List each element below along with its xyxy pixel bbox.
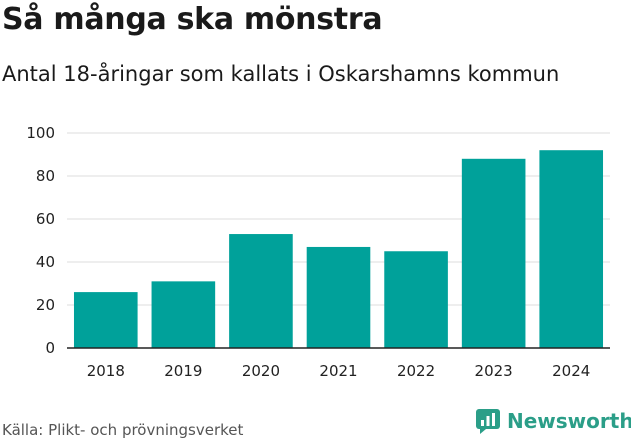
source-note: Källa: Plikt- och prövningsverket xyxy=(2,421,244,439)
y-tick-label: 20 xyxy=(36,296,55,314)
bar xyxy=(151,281,216,348)
y-tick-label: 100 xyxy=(26,124,55,142)
bars xyxy=(73,150,604,348)
bar xyxy=(73,292,138,348)
x-tick-label: 2018 xyxy=(87,362,125,380)
chart-title: Så många ska mönstra xyxy=(2,2,383,37)
x-axis-tick-labels: 2018 2019 2020 2021 2022 2023 2024 xyxy=(87,362,591,380)
x-tick-label: 2019 xyxy=(164,362,202,380)
bar xyxy=(384,251,448,348)
y-tick-label: 40 xyxy=(36,253,55,271)
bar xyxy=(539,150,604,348)
y-tick-label: 80 xyxy=(36,167,55,185)
bar xyxy=(229,234,293,348)
bar xyxy=(461,158,526,348)
x-tick-label: 2023 xyxy=(475,362,513,380)
x-tick-label: 2024 xyxy=(552,362,590,380)
y-axis-tick-labels: 0 20 40 60 80 100 xyxy=(26,124,55,357)
y-tick-label: 60 xyxy=(36,210,55,228)
bar-chart-icon xyxy=(476,409,500,434)
x-tick-label: 2022 xyxy=(397,362,435,380)
chart-subtitle: Antal 18-åringar som kallats i Oskarsham… xyxy=(2,62,560,86)
brand-name: Newsworthy xyxy=(507,409,631,433)
x-tick-label: 2020 xyxy=(242,362,280,380)
bar xyxy=(306,246,371,348)
newsworthy-logo: Newsworthy xyxy=(475,408,631,434)
x-tick-label: 2021 xyxy=(319,362,357,380)
y-tick-label: 0 xyxy=(45,339,55,357)
